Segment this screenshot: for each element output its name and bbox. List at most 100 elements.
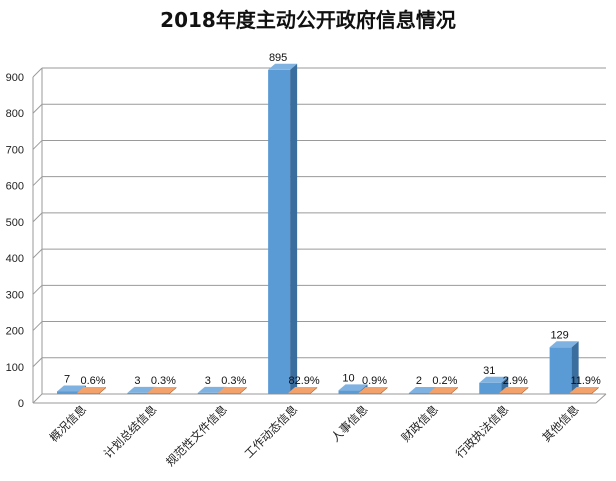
bar-percent-front [358, 393, 381, 394]
data-label-percent: 0.9% [362, 375, 387, 387]
bar-percent-top [358, 387, 388, 393]
x-category-label: 工作动态信息 [242, 402, 301, 461]
y-tick-label: 300 [6, 289, 24, 301]
bar-count-side [290, 63, 298, 395]
data-label-percent: 82.9% [289, 375, 320, 387]
y-tick-label: 900 [6, 72, 24, 84]
bar-count-front [479, 382, 502, 394]
gridline-diagonal [32, 321, 43, 331]
data-label-percent: 0.3% [221, 375, 246, 387]
chart-title: 2018年度主动公开政府信息情况 [160, 8, 456, 32]
x-category-label: 行政执法信息 [453, 402, 512, 461]
bar-percent-front [569, 393, 592, 394]
bar-percent [147, 387, 177, 394]
x-category-label: 计划总结信息 [101, 402, 160, 461]
bar-percent-side [591, 387, 599, 394]
data-label-percent: 0.6% [80, 375, 105, 387]
bar-percent-side [380, 387, 388, 394]
bar-count-top [268, 63, 298, 70]
x-category-label: 其他信息 [539, 402, 581, 444]
bar-percent [428, 387, 458, 394]
bar-percent-top [288, 387, 318, 393]
data-label-count: 2 [416, 375, 422, 387]
bar-percent-side [521, 387, 529, 394]
bar-percent-top [77, 387, 106, 393]
bar-percent [358, 387, 388, 394]
bar-count-top [127, 386, 157, 393]
bar-percent-front [288, 393, 311, 394]
y-tick-label: 400 [6, 253, 24, 265]
data-label-count: 895 [269, 52, 287, 64]
y-tick-label: 100 [6, 362, 24, 374]
x-category-label: 人事信息 [328, 402, 370, 444]
x-category-label: 财政信息 [399, 402, 441, 444]
bar-percent-front [77, 393, 99, 394]
bar-percent-side [310, 387, 318, 394]
bar-count [268, 63, 298, 395]
bar-percent-front [428, 393, 451, 394]
bar-count-front [57, 391, 79, 394]
bar-count-front [268, 69, 291, 395]
bar-percent-side [99, 387, 106, 394]
bar-count [479, 376, 509, 394]
gridline-diagonal [32, 393, 43, 404]
gridline-diagonal [32, 212, 43, 223]
bar-percent [217, 387, 247, 394]
bar-count-top [338, 384, 368, 391]
bar-percent-side [450, 387, 458, 394]
bar-percent [77, 387, 106, 394]
bar-count-front [197, 392, 220, 394]
x-category-label: 概况信息 [47, 402, 89, 444]
y-tick-label: 700 [6, 144, 24, 156]
bar-count-top [197, 386, 227, 393]
bar-percent-front [499, 393, 522, 394]
bar-count-front [408, 393, 431, 394]
bar-count-top [57, 385, 86, 392]
gridline-diagonal [32, 357, 43, 368]
gridline-diagonal [32, 284, 43, 295]
bar-percent-front [217, 393, 240, 394]
gridline-diagonal [32, 140, 43, 150]
bar-percent [569, 387, 599, 394]
bar-count-side [571, 341, 579, 394]
bar-percent-top [147, 387, 177, 393]
gridline-diagonal [32, 103, 43, 114]
bar-percent-top [428, 387, 458, 393]
y-tick-label: 0 [18, 398, 24, 410]
bar-count-top [549, 341, 579, 348]
bar-percent [288, 387, 318, 394]
gridline-diagonal [32, 248, 43, 259]
bar-percent-front [147, 393, 170, 394]
bar-percent-top [569, 387, 599, 393]
data-label-count: 7 [64, 373, 70, 385]
floor-edge [595, 393, 607, 404]
bar-percent [499, 387, 529, 394]
bar-percent-side [239, 387, 247, 394]
bar-count-front [549, 347, 572, 394]
y-tick-label: 800 [6, 108, 24, 120]
bar-percent-top [499, 387, 529, 393]
gridline-diagonal [32, 176, 43, 187]
data-label-percent: 11.9% [570, 375, 601, 387]
x-category-label: 规范性文件信息 [163, 402, 230, 469]
bar-percent-top [217, 387, 247, 393]
bar-count-top [479, 376, 509, 383]
bar-count [549, 341, 579, 394]
data-label-percent: 0.2% [432, 375, 457, 387]
data-label-count: 129 [550, 329, 568, 341]
gridline-diagonal [32, 67, 43, 78]
bar-count-front [338, 390, 361, 394]
data-label-count: 10 [342, 372, 354, 384]
y-tick-label: 200 [6, 326, 24, 338]
bar-percent-side [169, 387, 177, 394]
data-label-count: 3 [134, 375, 140, 387]
bar-count-front [127, 392, 150, 394]
bar-count-side [501, 376, 509, 394]
data-label-count: 31 [483, 365, 495, 377]
y-tick-label: 600 [6, 181, 24, 193]
data-label-count: 3 [205, 375, 211, 387]
data-label-percent: 0.3% [151, 375, 176, 387]
data-label-percent: 2.9% [503, 375, 528, 387]
y-tick-label: 500 [6, 217, 24, 229]
